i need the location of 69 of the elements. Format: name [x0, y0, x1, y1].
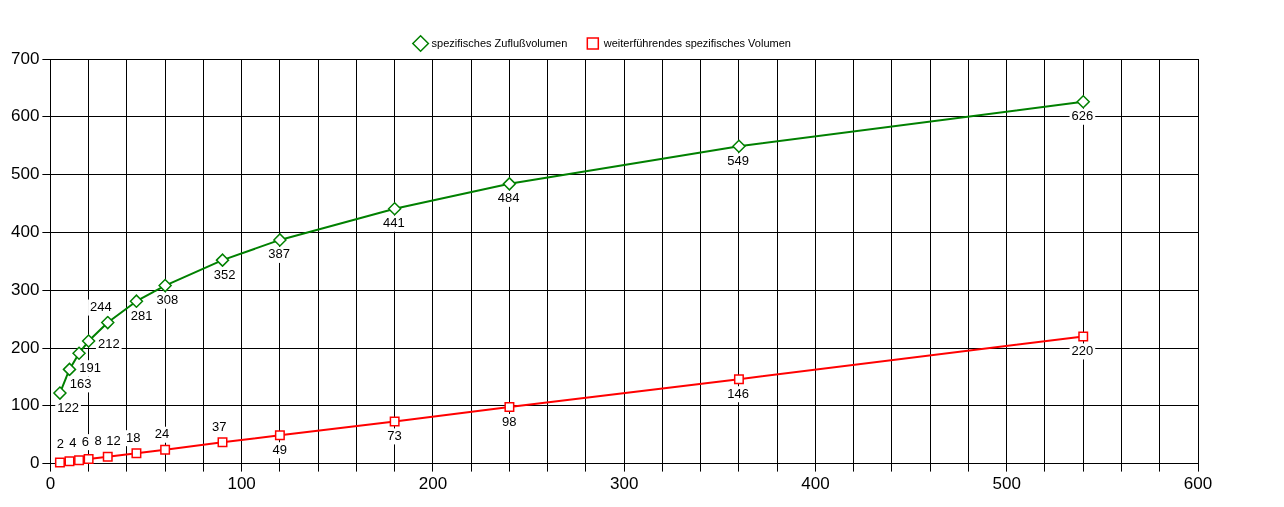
point [74, 455, 85, 466]
data-label: 549 [727, 152, 749, 168]
point [1078, 331, 1089, 342]
data-label: 122 [57, 399, 79, 415]
point [129, 294, 144, 308]
data-label: 73 [387, 427, 402, 443]
point [54, 457, 65, 468]
data-label: 626 [1071, 108, 1094, 124]
point [504, 401, 515, 412]
x-tick-label: 600 [1183, 474, 1213, 494]
data-label: 163 [69, 375, 92, 391]
data-label: 212 [97, 335, 120, 351]
data-label: 352 [213, 266, 236, 282]
point [72, 346, 86, 360]
legend-label: spezifisches Zuflußvolumen [431, 36, 568, 49]
x-tick-label: 500 [992, 474, 1021, 494]
data-label: 191 [79, 359, 102, 375]
y-tick-label: 500 [10, 164, 40, 184]
point [101, 315, 115, 330]
y-tick-label: 300 [10, 279, 40, 299]
data-label: 441 [382, 215, 405, 231]
x-tick-label: 400 [801, 474, 830, 494]
point [102, 451, 113, 462]
data-label: 146 [727, 385, 749, 401]
point [502, 177, 517, 191]
point [733, 374, 744, 385]
y-tick-label: 600 [10, 106, 40, 126]
data-label: 98 [501, 413, 517, 429]
data-label: 37 [212, 418, 227, 434]
data-label: 12 [106, 433, 121, 449]
data-label: 281 [130, 307, 153, 323]
y-tick-label: 0 [29, 453, 40, 473]
data-label: 244 [90, 299, 112, 315]
point [1076, 95, 1090, 109]
data-label: 6 [81, 433, 90, 449]
data-label: 49 [272, 441, 287, 457]
x-tick-label: 200 [418, 474, 448, 494]
data-label: 2 [56, 436, 64, 452]
legend-label: weiterführendes spezifisches Volumen [602, 36, 791, 49]
y-tick-label: 700 [10, 48, 40, 68]
point [81, 334, 96, 348]
y-tick-label: 200 [10, 337, 40, 357]
point [215, 253, 230, 267]
data-label: 8 [94, 432, 102, 448]
data-label: 24 [154, 426, 170, 442]
x-tick-label: 0 [45, 474, 56, 494]
point [389, 416, 400, 427]
point [62, 362, 77, 377]
point [160, 444, 171, 455]
y-tick-label: 100 [10, 395, 40, 415]
data-label: 308 [156, 292, 179, 308]
point [273, 233, 287, 247]
point [217, 437, 228, 448]
point [64, 456, 75, 467]
x-tick-label: 100 [227, 474, 256, 494]
point [274, 430, 285, 441]
data-label: 18 [125, 429, 141, 445]
data-label: 220 [1071, 343, 1094, 359]
point [131, 448, 142, 459]
point [732, 139, 746, 154]
data-label: 4 [69, 434, 77, 450]
point [158, 278, 172, 293]
point [83, 453, 94, 464]
x-tick-label: 300 [609, 474, 639, 494]
point [387, 201, 402, 216]
data-label: 484 [497, 190, 520, 206]
data-label: 387 [268, 246, 290, 262]
y-tick-label: 400 [10, 222, 40, 242]
point [53, 386, 67, 400]
